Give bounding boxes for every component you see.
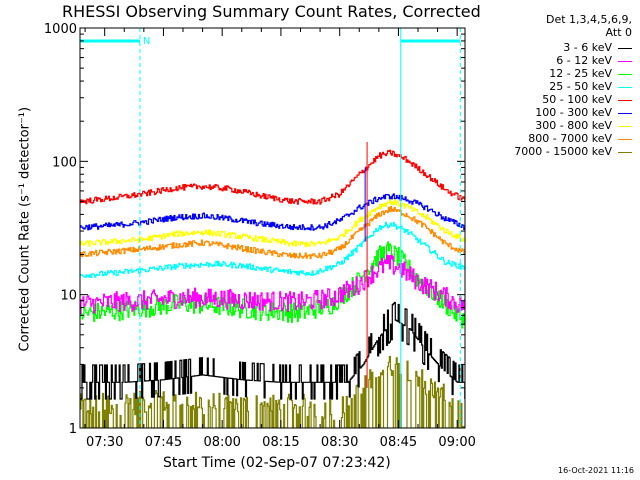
series-line-100-300-keV — [80, 193, 465, 231]
footer-timestamp: 16-Oct-2021 11:16 — [558, 466, 634, 475]
series-group — [80, 141, 465, 428]
y-tick-label: 10 — [60, 289, 77, 304]
legend-swatch — [618, 60, 632, 62]
legend-item: 800 - 7000 keV — [528, 132, 632, 145]
legend-swatch — [618, 99, 632, 101]
y-tick-label: 1 — [69, 422, 77, 437]
y-tick-label: 1000 — [44, 22, 77, 37]
legend-swatch — [618, 47, 632, 49]
x-tick-label: 08:15 — [262, 435, 299, 450]
legend-swatch — [618, 86, 632, 88]
legend-label: 800 - 7000 keV — [528, 132, 612, 145]
x-axis-label: Start Time (02-Sep-07 07:23:42) — [163, 455, 391, 471]
legend-label: 7000 - 15000 keV — [514, 145, 612, 158]
x-tick-label: 07:30 — [86, 435, 123, 450]
legend-label: 3 - 6 keV — [563, 41, 612, 54]
x-tick-label: 07:45 — [145, 435, 182, 450]
legend-swatch — [618, 112, 632, 114]
legend-item: 100 - 300 keV — [535, 106, 632, 119]
legend-item: 7000 - 15000 keV — [514, 145, 632, 158]
legend-item: 12 - 25 keV — [549, 67, 632, 80]
series-line-50-100-keV — [80, 149, 465, 205]
chart-title: RHESSI Observing Summary Count Rates, Co… — [62, 2, 481, 21]
legend-swatch — [618, 73, 632, 75]
legend-label: 6 - 12 keV — [556, 54, 612, 67]
axes: 1 10 100 1000 07:30 07:45 08:00 08:15 08:30 08:45… — [44, 22, 476, 450]
legend-label: 100 - 300 keV — [535, 106, 612, 119]
series-line-25-50-keV — [80, 221, 465, 278]
legend-item: 25 - 50 keV — [549, 80, 632, 93]
legend-item: 300 - 800 keV — [535, 119, 632, 132]
axis-frame — [79, 27, 466, 429]
legend-label: 12 - 25 keV — [549, 67, 612, 80]
legend-label: 300 - 800 keV — [535, 119, 612, 132]
legend-swatch — [618, 138, 632, 140]
y-tick-label: 100 — [52, 155, 77, 170]
plot-area: N — [79, 28, 465, 428]
y-axis-label: Corrected Count Rate (s⁻¹ detector⁻¹) — [17, 106, 33, 352]
series-line-7000-15000-keV — [80, 355, 465, 428]
legend-label: 25 - 50 keV — [549, 80, 612, 93]
series-line-800-7000-keV — [80, 206, 465, 260]
legend-label: 50 - 100 keV — [542, 93, 612, 106]
legend-item: 50 - 100 keV — [542, 93, 632, 106]
series-line-3-6-keV — [80, 301, 465, 400]
legend-swatch — [618, 125, 632, 127]
x-tick-label: 08:00 — [203, 435, 240, 450]
x-tick-label: 09:00 — [438, 435, 475, 450]
legend-header-line2: Att 0 — [605, 26, 632, 39]
legend-header-line1: Det 1,3,4,5,6,9, — [545, 13, 632, 26]
legend-item: 6 - 12 keV — [556, 54, 632, 67]
legend-item: 3 - 6 keV — [563, 41, 632, 54]
legend-swatch — [618, 151, 632, 153]
x-tick-label: 08:45 — [380, 435, 417, 450]
night-marker-label: N — [143, 36, 150, 47]
x-tick-label: 08:30 — [321, 435, 358, 450]
